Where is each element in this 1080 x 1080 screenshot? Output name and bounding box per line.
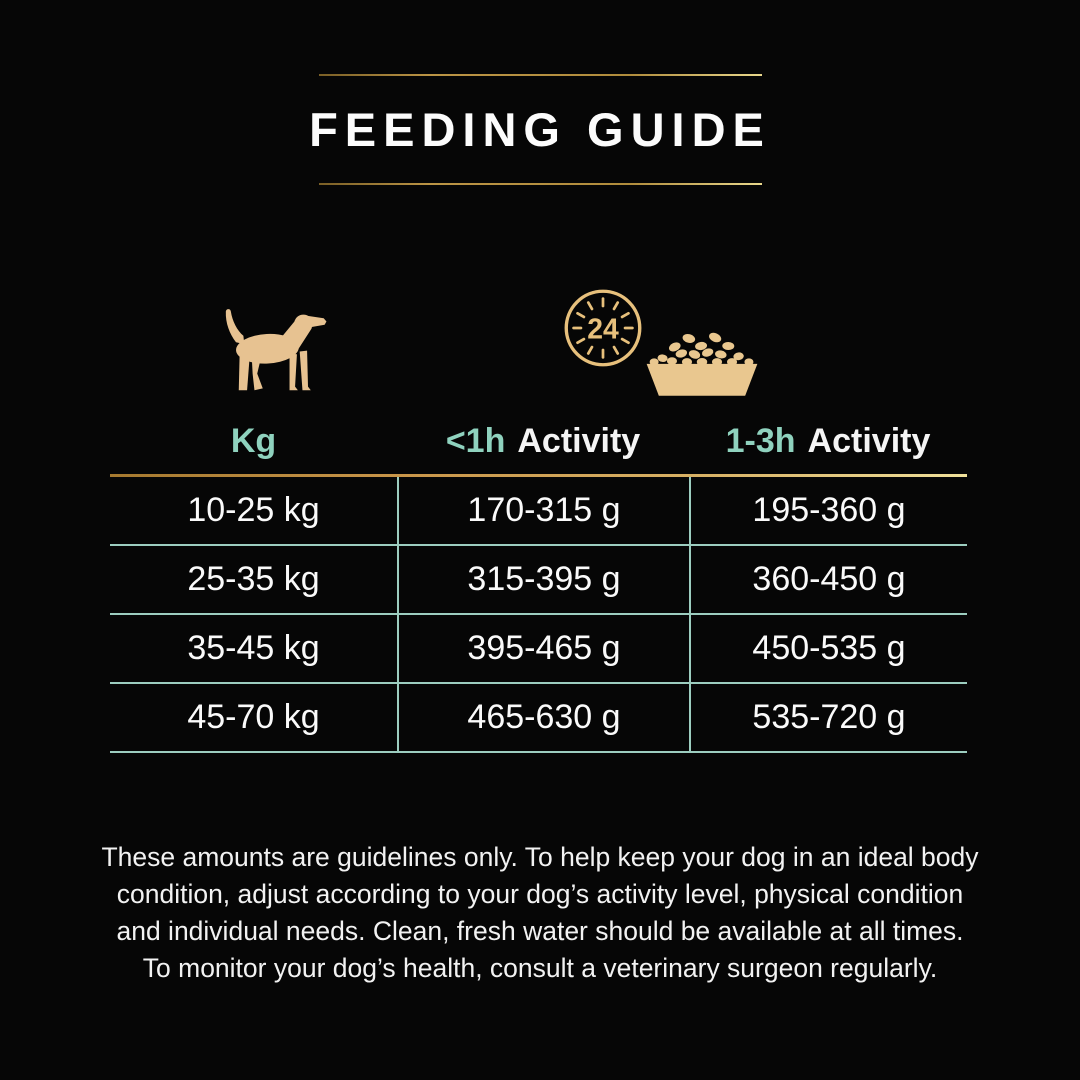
table-cell-high-activity: 360-450 g (689, 546, 967, 615)
table-cell-high-activity: 195-360 g (689, 477, 967, 546)
table-cell-low-activity: 395-465 g (397, 615, 689, 684)
table-cell-high-activity: 535-720 g (689, 684, 967, 753)
header-high-activity-accent: 1-3h (725, 421, 796, 460)
footer-line: condition, adjust according to your dog’… (116, 879, 964, 909)
title-divider-bottom (319, 183, 762, 185)
table-cell-weight: 25-35 kg (110, 546, 397, 615)
footer-line: and individual needs. Clean, fresh water… (116, 916, 964, 946)
feeding-table: 10-25 kg 170-315 g 195-360 g 25-35 kg 31… (110, 477, 967, 753)
table-cell-weight: 35-45 kg (110, 615, 397, 684)
table-cell-high-activity: 450-535 g (689, 615, 967, 684)
footer-line: To monitor your dog’s health, consult a … (142, 953, 938, 983)
header-high-activity-rest: Activity (807, 421, 931, 460)
footer-note: These amounts are guidelines only. To he… (0, 839, 1080, 987)
kibble-bowl-icon (646, 332, 758, 396)
footer-line: These amounts are guidelines only. To he… (101, 842, 979, 872)
header-weight-kg: Kg (110, 410, 397, 472)
dog-icon (225, 309, 327, 391)
table-header-divider (110, 474, 967, 477)
header-low-activity-rest: Activity (517, 421, 641, 460)
clock-24-label: 24 (587, 314, 619, 346)
clock-24h-icon: 24 (564, 289, 642, 367)
table-cell-low-activity: 465-630 g (397, 684, 689, 753)
header-low-activity: <1h Activity (397, 410, 689, 472)
header-weight-accent: Kg (230, 421, 277, 460)
table-header-row: Kg <1h Activity 1-3h Activity (110, 410, 967, 472)
table-cell-weight: 10-25 kg (110, 477, 397, 546)
title-divider-top (319, 74, 762, 76)
table-cell-low-activity: 315-395 g (397, 546, 689, 615)
page-title: FEEDING GUIDE (309, 103, 771, 156)
table-cell-weight: 45-70 kg (110, 684, 397, 753)
header-low-activity-accent: <1h (445, 421, 506, 460)
table-cell-low-activity: 170-315 g (397, 477, 689, 546)
header-high-activity: 1-3h Activity (689, 410, 967, 472)
